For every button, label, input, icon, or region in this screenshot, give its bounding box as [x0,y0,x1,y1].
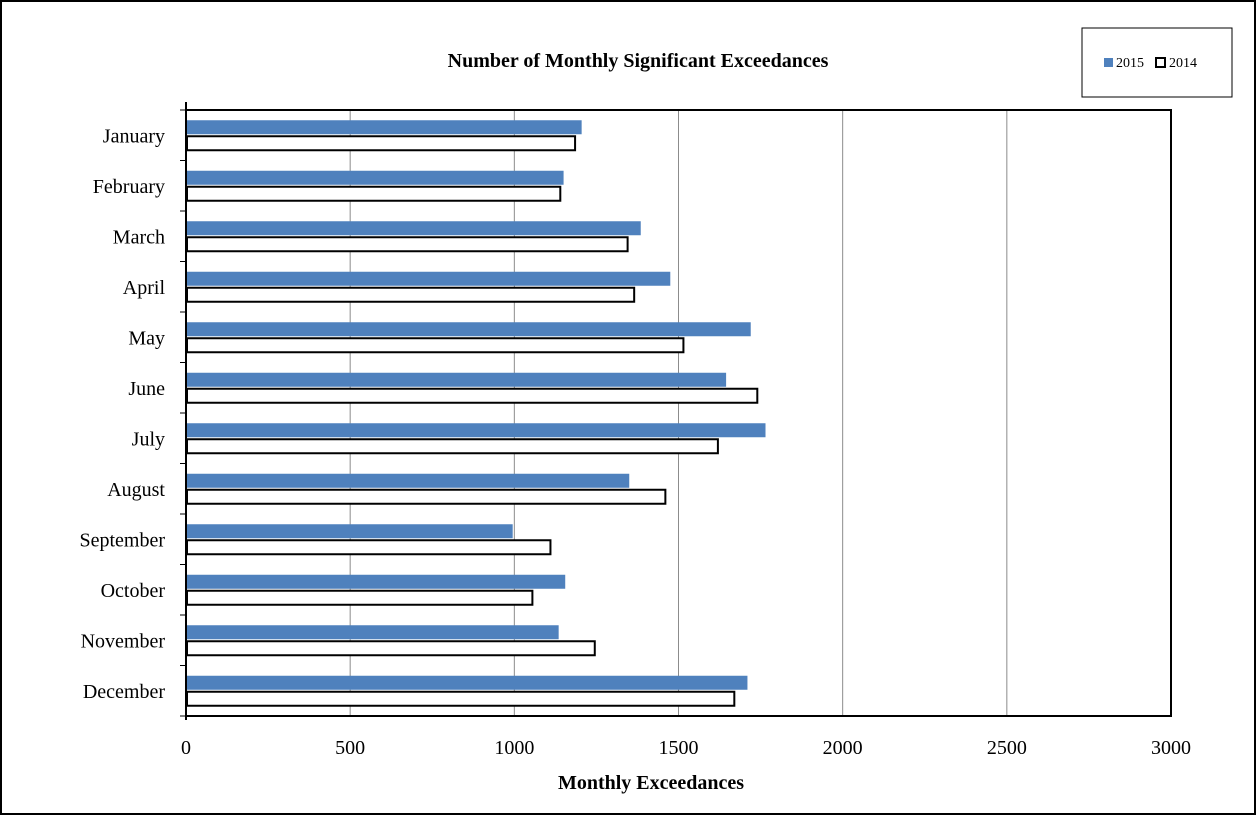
bar-2015-september [187,524,513,539]
bar-2014-may [186,337,685,354]
bar-2014-november [186,640,596,657]
bar-2014-july [186,438,719,455]
x-tick-label: 1000 [494,737,534,759]
y-category-label: July [132,428,165,450]
bar-2015-july [187,423,766,438]
axes: 0 500 1000 1500 2000 2500 3000 January February M… [79,102,1191,759]
y-category-label: January [103,125,165,147]
bar-2015-december [187,675,748,690]
x-tick-label: 1500 [659,737,699,759]
legend-swatch-2014 [1155,57,1166,68]
legend-swatch-2015 [1104,58,1113,67]
bar-2015-august [187,473,630,488]
y-category-label: October [101,580,166,602]
legend-label-2015: 2015 [1116,56,1144,71]
x-tick-label: 3000 [1151,737,1191,759]
bar-2014-june [186,387,759,404]
bar-2015-may [187,322,751,337]
bar-2014-august [186,488,667,505]
bar-2014-september [186,539,552,556]
bar-2015-march [187,221,641,236]
x-tick-label: 500 [335,737,365,759]
bar-2015-january [187,120,582,135]
bar-2015-february [187,170,564,185]
bar-2015-april [187,271,671,286]
x-axis-title: Monthly Exceedances [558,772,744,794]
y-category-label: November [81,630,166,652]
bar-2014-january [186,135,577,152]
bar-2015-june [187,372,727,387]
legend-label-2014: 2014 [1169,56,1197,71]
y-category-label: May [128,327,165,349]
y-category-label: March [113,226,165,248]
bar-2014-february [186,185,562,202]
grid-lines [349,110,1008,716]
bar-2015-october [187,574,566,589]
bar-2014-april [186,286,636,303]
x-tick-label: 0 [181,737,191,759]
y-category-label: February [93,176,165,198]
y-category-label: September [79,529,165,551]
bar-2014-december [186,690,736,707]
legend: 2015 2014 [1081,27,1233,98]
y-category-label: April [123,277,166,299]
bar-2014-march [186,236,629,253]
x-tick-label: 2000 [823,737,863,759]
bars-group [186,120,766,707]
bar-2015-november [187,625,559,640]
chart-title: Number of Monthly Significant Exceedance… [448,50,829,72]
x-tick-label: 2500 [987,737,1027,759]
y-category-label: August [107,479,165,501]
y-category-label: December [83,681,166,703]
bar-2014-october [186,589,534,606]
y-category-label: June [128,378,165,400]
